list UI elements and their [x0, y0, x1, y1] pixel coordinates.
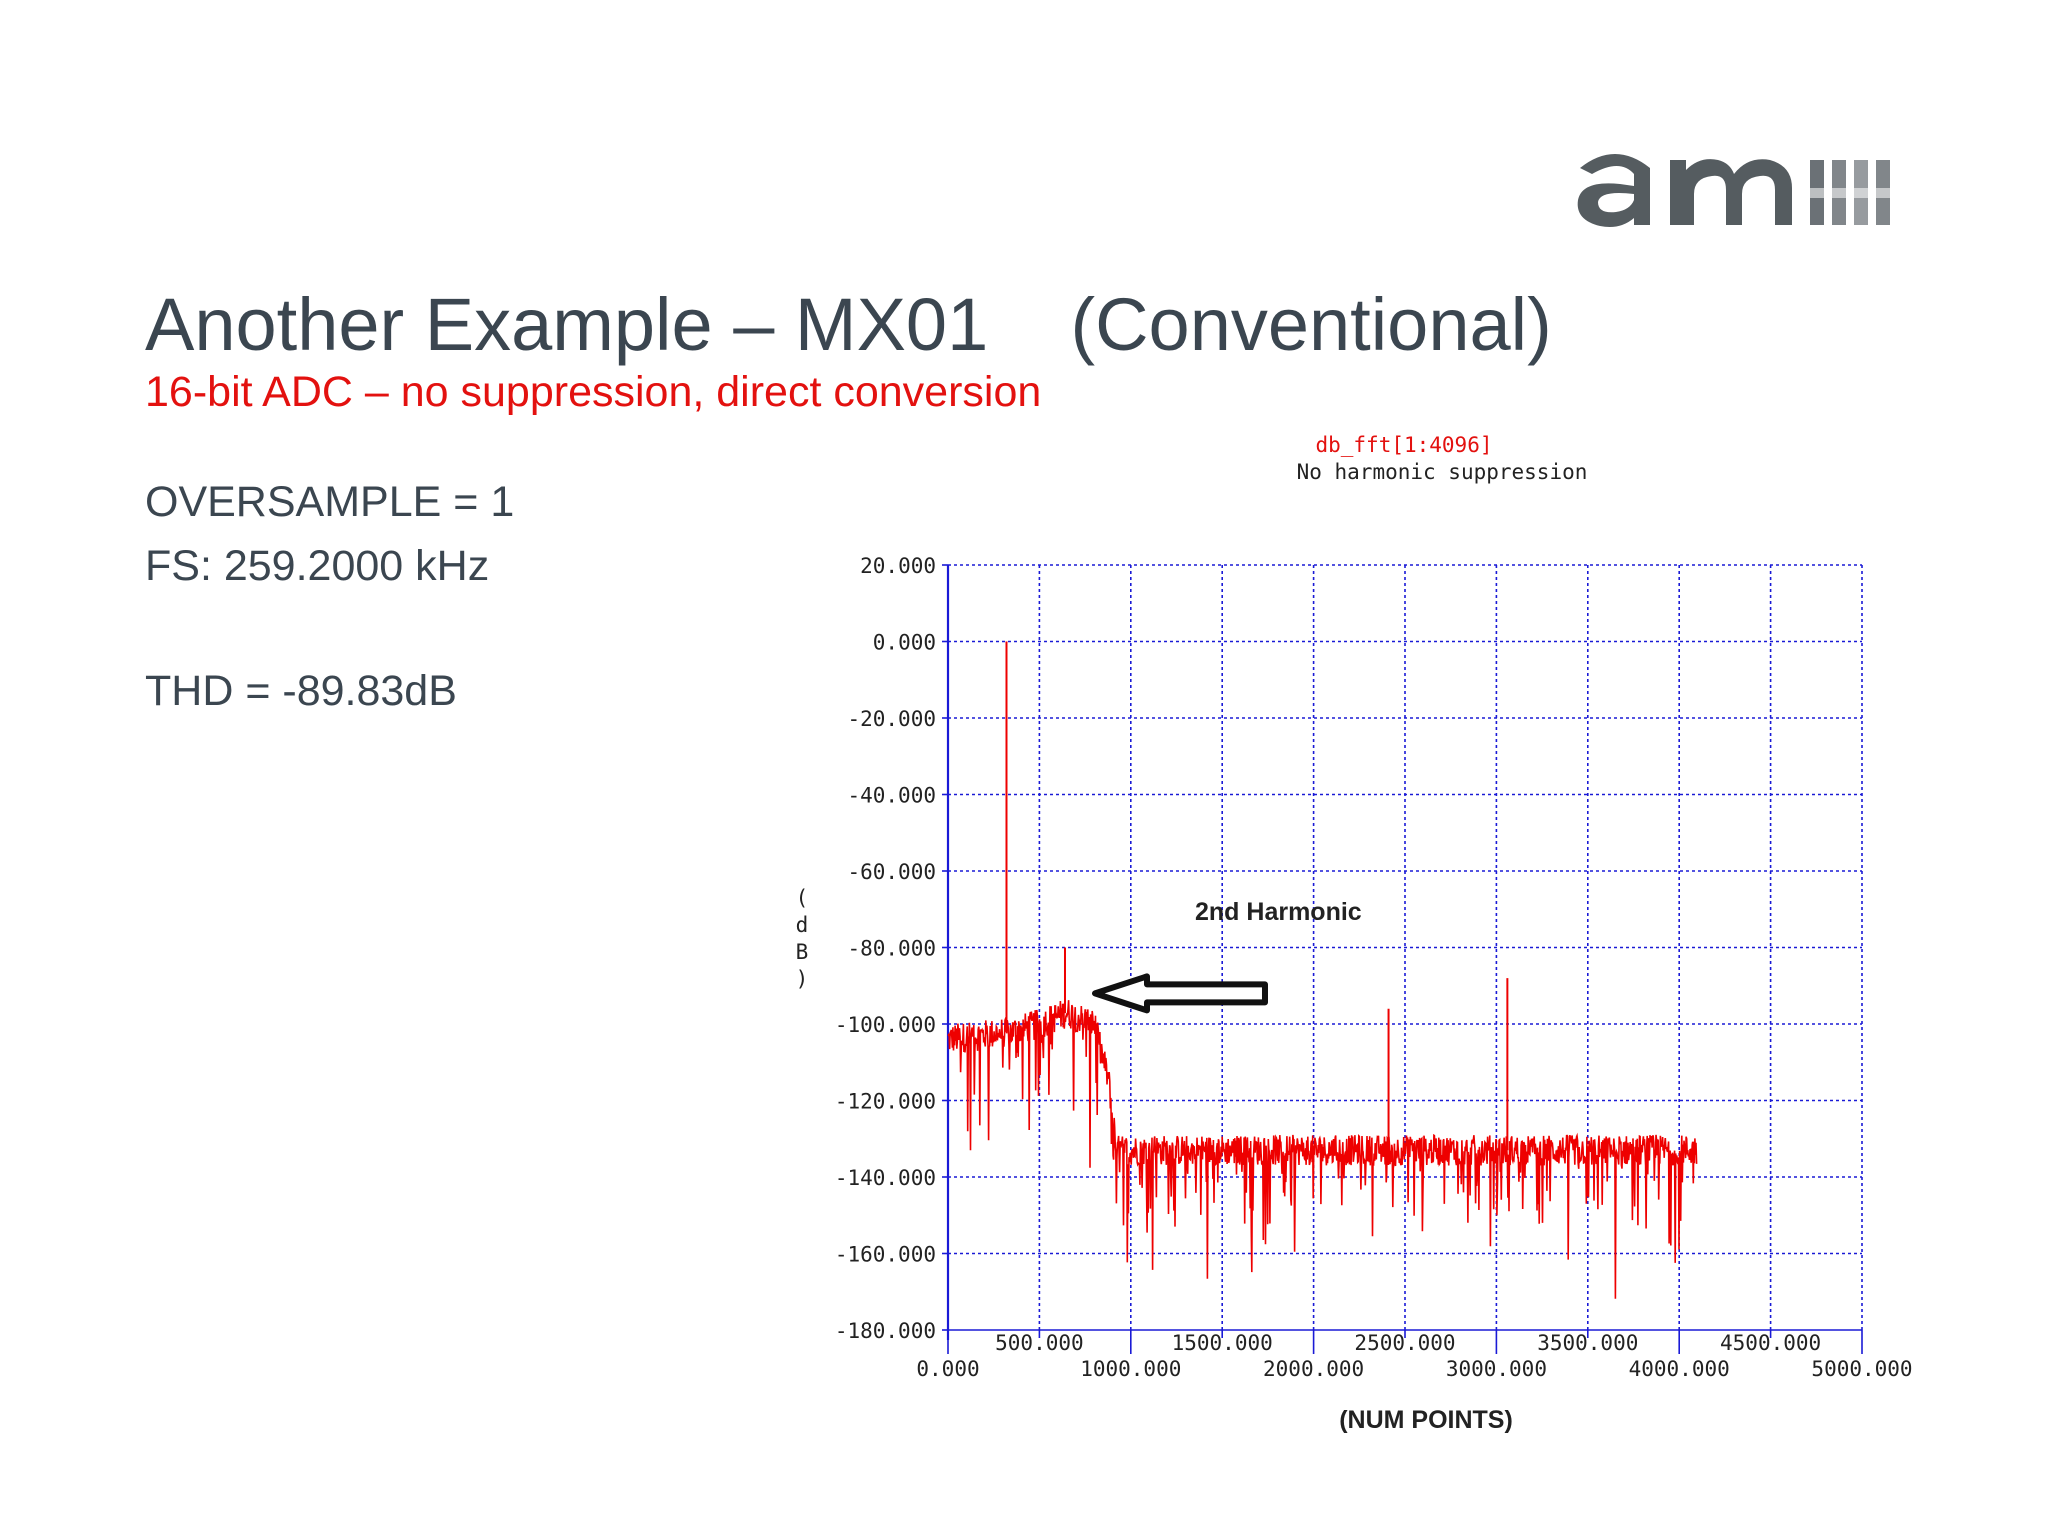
x-tick-label: 4000.000 — [1629, 1357, 1730, 1381]
y-label-char: ( — [796, 886, 809, 910]
chart-title: db_fft[1:4096] — [1315, 433, 1492, 457]
y-label-char: d — [796, 913, 809, 937]
logo-mark — [1577, 154, 1792, 227]
y-tick-label: 0.000 — [873, 631, 936, 655]
y-tick-label: -140.000 — [835, 1166, 936, 1190]
x-axis-label: (NUM POINTS) — [1339, 1406, 1513, 1434]
y-label-char: B — [796, 940, 809, 964]
y-tick-label: -60.000 — [847, 860, 936, 884]
slide-title: Another Example – MX01 (Conventional) — [145, 283, 1552, 366]
y-tick-label: -180.000 — [835, 1319, 936, 1343]
fs-param: FS: 259.2000 kHz — [145, 542, 490, 590]
slide-subtitle: 16-bit ADC – no suppression, direct conv… — [145, 368, 1042, 416]
chart-grid — [946, 564, 1863, 1340]
fft-series-line — [947, 1000, 1698, 1299]
thd-value: THD = -89.83dB — [145, 667, 457, 715]
y-tick-label: -20.000 — [847, 707, 936, 731]
y-tick-label: -100.000 — [835, 1013, 936, 1037]
ams-logo — [1577, 154, 1890, 227]
oversample-param: OVERSAMPLE = 1 — [145, 478, 515, 526]
x-tick-label: 1000.000 — [1080, 1357, 1181, 1381]
chart-annotations: 2nd Harmonic — [1091, 898, 1362, 1014]
y-axis-label: ( dB) — [796, 886, 809, 991]
annotation-label: 2nd Harmonic — [1195, 898, 1362, 926]
y-tick-label: -160.000 — [835, 1243, 936, 1267]
chart-ticks: 20.000 0.000 -20.000 -40.000 -60.000 -80.000 -… — [835, 554, 1913, 1381]
y-label-char: ) — [796, 967, 809, 991]
y-tick-label: -80.000 — [847, 937, 936, 961]
chart-subtitle: No harmonic suppression — [1297, 460, 1588, 484]
y-tick-label: 20.000 — [860, 554, 936, 578]
y-tick-label: -40.000 — [847, 784, 936, 808]
x-tick-label: 5000.000 — [1811, 1357, 1912, 1381]
annotation-arrow — [1091, 973, 1268, 1014]
y-tick-label: -120.000 — [835, 1090, 936, 1114]
x-tick-label: 3000.000 — [1446, 1357, 1547, 1381]
chart-trace — [947, 641, 1698, 1299]
x-tick-label: 0.000 — [916, 1357, 979, 1381]
x-tick-label: 2000.000 — [1263, 1357, 1364, 1381]
